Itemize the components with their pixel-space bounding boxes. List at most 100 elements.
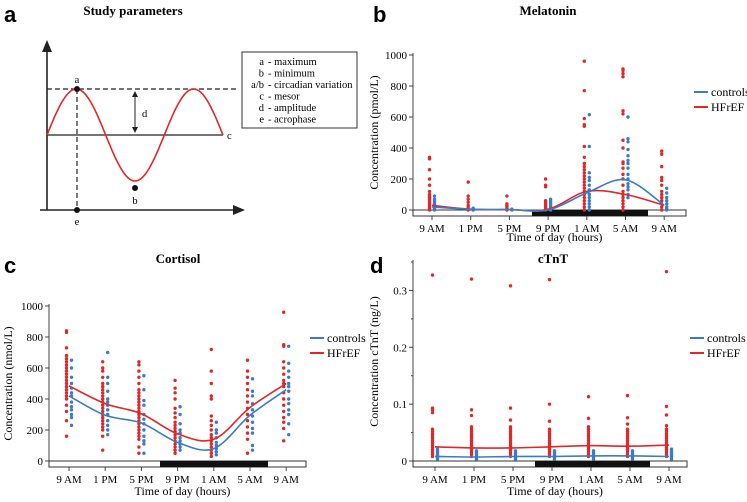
hfref-point — [427, 189, 432, 194]
controls-point — [626, 115, 630, 119]
x-tick-label: 5 PM — [129, 474, 153, 486]
y-tick-label: 0.3 — [393, 285, 407, 297]
hfref-point — [209, 419, 213, 423]
hfref-point — [245, 437, 250, 441]
controls-point — [69, 400, 74, 404]
hfref-point — [466, 203, 470, 208]
hfref-point — [245, 369, 250, 373]
controls-fit-line — [68, 389, 287, 451]
hfref-point — [621, 146, 625, 150]
controls-point — [214, 420, 218, 424]
controls-point — [250, 394, 255, 398]
hfref-point — [582, 202, 586, 206]
hfref-point — [543, 177, 548, 181]
controls-point — [626, 158, 630, 163]
hfref-point — [282, 310, 286, 314]
amplitude-arrow-down-icon — [132, 127, 138, 133]
legend-label: HFrEF — [711, 100, 745, 114]
hfref-point — [282, 409, 286, 414]
y-axis-label: Concentration (pmol/L) — [367, 75, 381, 189]
hfref-point — [137, 400, 141, 404]
controls-point — [474, 449, 479, 453]
hfref-point — [582, 186, 586, 190]
x-tick-label: 9 AM — [274, 474, 300, 486]
x-axis-label: Time of day (hours) — [135, 484, 231, 498]
controls-point — [178, 428, 182, 432]
hfref-point — [660, 183, 664, 187]
hfref-point — [660, 175, 664, 180]
hfref-point — [64, 388, 69, 392]
controls-point — [69, 381, 74, 386]
hfref-point — [621, 109, 625, 113]
controls-point — [287, 422, 291, 426]
controls-point — [142, 451, 146, 455]
hfref-point — [621, 166, 625, 170]
hfref-point — [101, 403, 105, 407]
hfref-point — [101, 428, 105, 432]
hfref-point — [209, 451, 213, 455]
hfref-point — [469, 413, 474, 418]
controls-point — [69, 423, 74, 428]
controls-point — [287, 412, 291, 417]
x-tick-label: 5 PM — [501, 474, 525, 486]
x-tick-label: 9 PM — [166, 474, 190, 486]
hfref-point — [660, 205, 664, 209]
controls-point — [626, 172, 630, 177]
hfref-point — [173, 426, 177, 431]
controls-point — [250, 448, 255, 452]
controls-point — [548, 197, 553, 201]
y-axis-arrow-icon — [42, 40, 52, 52]
hfref-point — [209, 436, 213, 440]
x-axis-label: Time of day (hours) — [507, 230, 603, 244]
controls-point — [287, 401, 291, 406]
hfref-point — [543, 199, 548, 203]
controls-point — [287, 344, 291, 348]
controls-point — [178, 405, 182, 409]
legend-key: e — [259, 115, 264, 126]
minimum-point — [132, 185, 138, 191]
controls-point — [250, 377, 255, 381]
hfref-point — [245, 419, 250, 423]
controls-point — [587, 183, 591, 187]
hfref-point — [282, 415, 286, 420]
hfref-point — [101, 422, 105, 426]
hfref-point — [64, 363, 69, 367]
hfref-point — [245, 400, 250, 404]
hfref-point — [101, 369, 105, 373]
hfref-point — [173, 411, 177, 415]
hfref-point — [621, 199, 625, 203]
controls-point — [287, 432, 291, 437]
hfref-point — [101, 375, 105, 379]
hfref-point — [582, 155, 586, 159]
hfref-point — [621, 160, 625, 164]
hfref-point — [586, 425, 591, 429]
hfref-point — [101, 434, 105, 438]
hfref-point — [209, 442, 213, 446]
hfref-point — [209, 414, 213, 418]
controls-fit-line — [431, 178, 665, 212]
controls-point — [587, 175, 591, 180]
hfref-point — [621, 202, 625, 206]
controls-point — [626, 185, 630, 189]
y-tick-label: 0.1 — [393, 399, 407, 411]
hfref-point — [282, 397, 286, 401]
controls-point — [142, 388, 146, 392]
hfref-point — [245, 394, 250, 398]
hfref-point — [64, 366, 69, 370]
y-tick-label: 400 — [27, 394, 44, 406]
x-tick-label: 5 AM — [617, 474, 643, 486]
hfref-point — [245, 388, 250, 392]
hfref-point — [427, 168, 432, 172]
hfref-point — [137, 445, 141, 449]
controls-point — [432, 194, 437, 198]
hfref-point — [582, 116, 586, 121]
x-tick-label: 9 AM — [656, 474, 682, 486]
hfref-point — [245, 431, 250, 435]
hfref-point — [621, 112, 625, 116]
label-a: a — [75, 75, 80, 86]
controls-point — [106, 381, 110, 386]
hfref-point — [582, 164, 586, 169]
controls-point — [665, 195, 669, 200]
legend-label: HFrEF — [707, 346, 741, 360]
controls-point — [587, 202, 591, 206]
